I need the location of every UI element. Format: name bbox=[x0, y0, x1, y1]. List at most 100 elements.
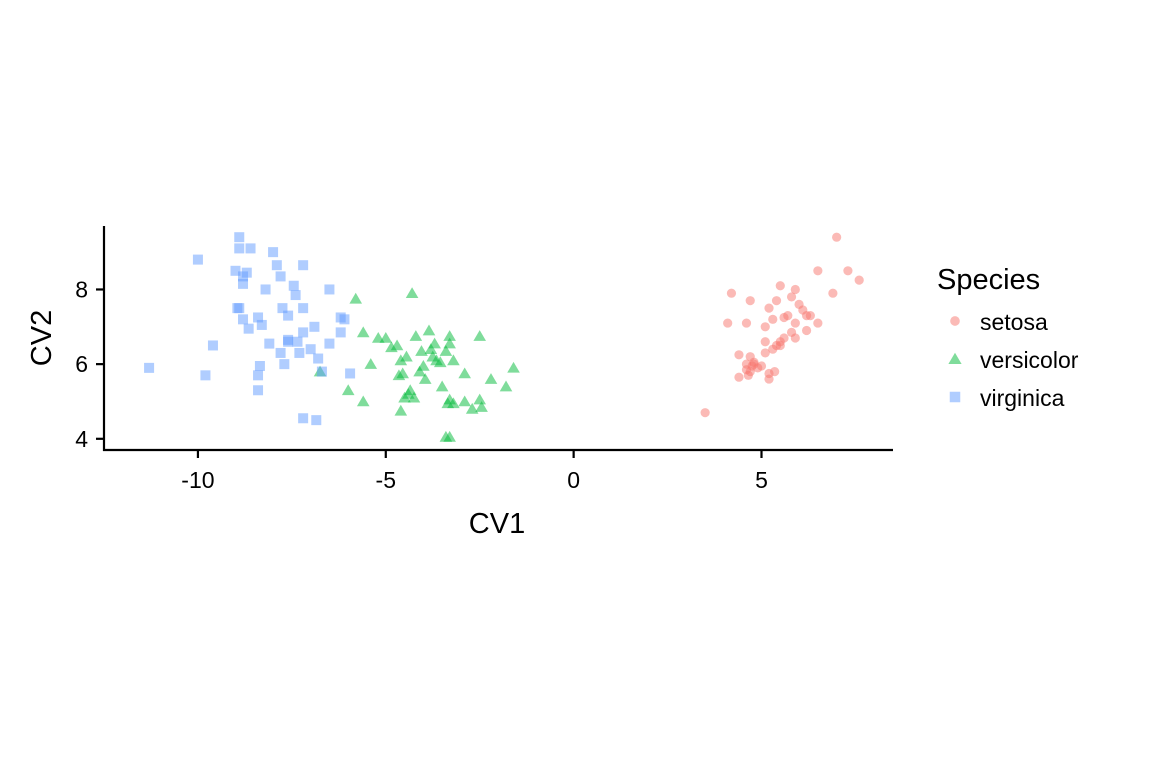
data-point-setosa bbox=[779, 333, 789, 343]
data-point-virginica bbox=[238, 271, 249, 282]
data-point-versicolor bbox=[439, 345, 453, 356]
data-point-virginica bbox=[279, 359, 290, 370]
legend-key-virginica bbox=[949, 391, 961, 403]
data-point-virginica bbox=[207, 340, 218, 351]
data-point-versicolor bbox=[405, 287, 419, 298]
series-virginica bbox=[144, 232, 356, 426]
data-point-setosa bbox=[843, 266, 853, 276]
data-point-setosa bbox=[745, 296, 755, 306]
data-point-virginica bbox=[275, 271, 286, 282]
data-point-setosa bbox=[700, 408, 710, 418]
x-tick-label: 5 bbox=[755, 467, 768, 493]
data-point-versicolor bbox=[499, 380, 513, 392]
data-point-setosa bbox=[734, 350, 744, 360]
data-point-virginica bbox=[254, 361, 265, 371]
data-point-virginica bbox=[313, 353, 324, 364]
data-point-virginica bbox=[200, 370, 211, 381]
data-point-setosa bbox=[741, 318, 752, 328]
data-point-virginica bbox=[230, 265, 241, 276]
data-point-setosa bbox=[813, 318, 823, 328]
data-point-versicolor bbox=[407, 391, 421, 403]
data-point-versicolor bbox=[507, 361, 520, 373]
data-point-versicolor bbox=[341, 384, 355, 396]
data-point-setosa bbox=[801, 325, 812, 336]
data-point-setosa bbox=[771, 296, 782, 306]
data-point-virginica bbox=[283, 310, 294, 321]
data-point-setosa bbox=[854, 275, 864, 285]
legend-item-virginica: virginica bbox=[949, 385, 1065, 411]
data-point-virginica bbox=[238, 314, 249, 325]
data-point-virginica bbox=[311, 415, 322, 426]
legend-label-virginica: virginica bbox=[980, 385, 1065, 411]
data-point-versicolor bbox=[418, 373, 432, 384]
data-point-setosa bbox=[760, 322, 770, 332]
data-point-virginica bbox=[253, 385, 264, 396]
data-point-virginica bbox=[192, 254, 203, 265]
data-point-setosa bbox=[768, 344, 778, 354]
data-point-versicolor bbox=[394, 404, 408, 416]
data-point-setosa bbox=[756, 361, 767, 371]
data-point-setosa bbox=[828, 288, 838, 298]
data-point-virginica bbox=[234, 243, 245, 254]
data-point-virginica bbox=[275, 347, 286, 358]
data-point-versicolor bbox=[435, 380, 449, 392]
data-point-setosa bbox=[734, 372, 744, 382]
data-point-setosa bbox=[723, 318, 733, 328]
data-point-virginica bbox=[283, 336, 294, 347]
data-point-virginica bbox=[335, 327, 346, 338]
data-point-versicolor bbox=[433, 356, 447, 368]
data-point-versicolor bbox=[473, 330, 487, 341]
data-point-virginica bbox=[298, 260, 309, 271]
data-point-virginica bbox=[298, 413, 309, 424]
data-point-virginica bbox=[345, 368, 356, 379]
data-point-virginica bbox=[238, 278, 249, 289]
data-point-virginica bbox=[234, 232, 245, 243]
data-point-versicolor bbox=[422, 324, 436, 336]
data-point-versicolor bbox=[413, 365, 426, 377]
data-point-versicolor bbox=[364, 358, 378, 369]
data-point-versicolor bbox=[443, 330, 456, 341]
data-point-setosa bbox=[790, 318, 800, 328]
legend-item-versicolor: versicolor bbox=[948, 347, 1079, 373]
data-point-versicolor bbox=[473, 393, 487, 405]
data-point-virginica bbox=[316, 366, 327, 377]
data-point-versicolor bbox=[356, 395, 370, 407]
legend-title: Species bbox=[937, 264, 1040, 296]
data-point-virginica bbox=[264, 338, 275, 349]
x-tick-label: -10 bbox=[181, 467, 214, 493]
data-point-versicolor bbox=[447, 354, 460, 366]
data-point-versicolor bbox=[484, 373, 498, 384]
data-point-versicolor bbox=[417, 360, 430, 371]
data-point-virginica bbox=[324, 338, 335, 349]
x-tick-label: -5 bbox=[376, 467, 396, 493]
data-point-setosa bbox=[743, 370, 753, 380]
data-point-versicolor bbox=[465, 402, 479, 414]
data-point-virginica bbox=[305, 344, 316, 355]
data-point-versicolor bbox=[349, 292, 363, 304]
data-point-setosa bbox=[749, 359, 759, 369]
legend-label-versicolor: versicolor bbox=[980, 347, 1079, 373]
data-point-virginica bbox=[288, 280, 299, 291]
data-point-versicolor bbox=[443, 337, 456, 349]
data-point-versicolor bbox=[424, 343, 438, 354]
data-point-virginica bbox=[335, 312, 346, 323]
x-tick-label: 0 bbox=[567, 467, 580, 493]
data-point-setosa bbox=[726, 288, 737, 298]
data-point-setosa bbox=[764, 303, 774, 313]
legend-key-setosa bbox=[950, 316, 960, 326]
data-point-versicolor bbox=[394, 354, 408, 366]
series-versicolor bbox=[313, 287, 520, 442]
data-point-versicolor bbox=[385, 341, 398, 353]
data-point-virginica bbox=[271, 260, 282, 271]
legend-item-setosa: setosa bbox=[950, 309, 1048, 335]
data-point-virginica bbox=[268, 247, 279, 258]
data-point-virginica bbox=[144, 362, 155, 373]
data-point-virginica bbox=[234, 303, 245, 314]
series-setosa bbox=[700, 232, 864, 418]
y-tick-label: 4 bbox=[75, 426, 88, 452]
data-point-versicolor bbox=[475, 401, 488, 412]
data-point-setosa bbox=[764, 374, 774, 384]
data-point-versicolor bbox=[402, 388, 415, 399]
data-point-virginica bbox=[309, 321, 320, 332]
